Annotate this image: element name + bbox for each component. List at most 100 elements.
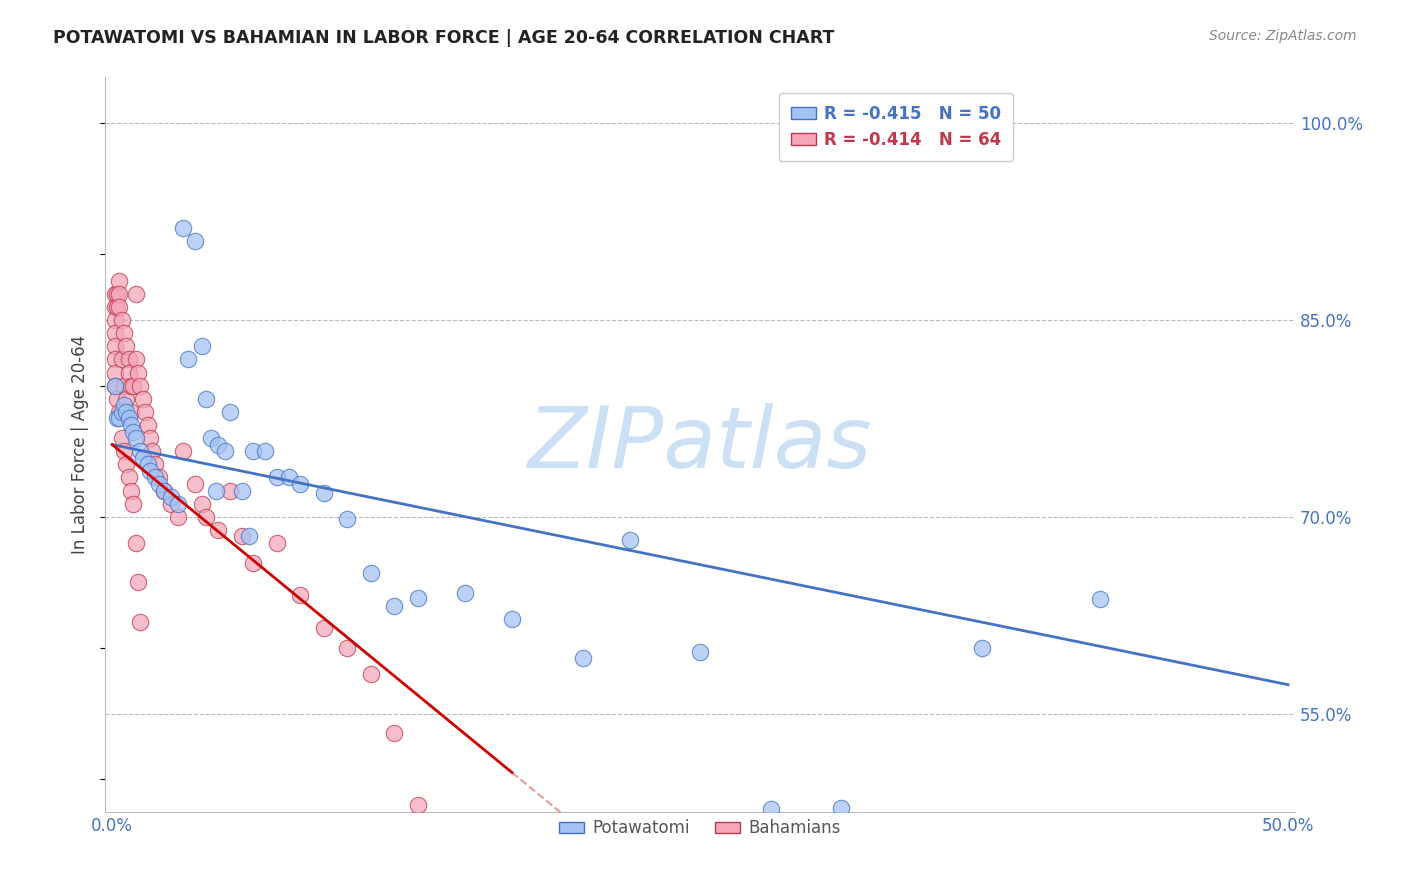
Point bbox=[132, 450, 155, 465]
Point bbox=[120, 405, 142, 419]
Point bbox=[125, 431, 148, 445]
Text: Source: ZipAtlas.com: Source: ZipAtlas.com bbox=[1209, 29, 1357, 43]
Point bbox=[290, 589, 312, 603]
Point bbox=[501, 612, 523, 626]
Point bbox=[190, 497, 212, 511]
Point bbox=[111, 313, 134, 327]
Point bbox=[115, 339, 138, 353]
Point bbox=[104, 352, 127, 367]
Point bbox=[1088, 592, 1111, 607]
Point bbox=[254, 444, 277, 458]
Point bbox=[105, 411, 128, 425]
Point bbox=[127, 366, 149, 380]
Point bbox=[266, 536, 288, 550]
Point bbox=[148, 477, 170, 491]
Point bbox=[454, 586, 477, 600]
Point bbox=[195, 509, 218, 524]
Point bbox=[183, 235, 205, 249]
Point bbox=[218, 483, 240, 498]
Point bbox=[190, 339, 212, 353]
Point bbox=[336, 512, 359, 526]
Point bbox=[972, 640, 994, 655]
Point bbox=[231, 483, 253, 498]
Point bbox=[195, 392, 218, 406]
Point bbox=[104, 326, 127, 341]
Point bbox=[105, 286, 128, 301]
Point bbox=[406, 798, 429, 813]
Y-axis label: In Labor Force | Age 20-64: In Labor Force | Age 20-64 bbox=[72, 335, 89, 554]
Point bbox=[153, 483, 176, 498]
Point bbox=[122, 497, 145, 511]
Point bbox=[277, 470, 299, 484]
Point bbox=[336, 640, 359, 655]
Point bbox=[172, 444, 194, 458]
Point bbox=[104, 286, 127, 301]
Point bbox=[112, 378, 135, 392]
Point bbox=[204, 483, 226, 498]
Text: ZIPatlas: ZIPatlas bbox=[529, 403, 872, 486]
Point bbox=[207, 523, 229, 537]
Point bbox=[238, 529, 260, 543]
Point bbox=[207, 437, 229, 451]
Point bbox=[176, 352, 198, 367]
Point bbox=[125, 286, 148, 301]
Point bbox=[127, 575, 149, 590]
Point bbox=[108, 411, 131, 425]
Point bbox=[132, 392, 155, 406]
Point bbox=[118, 470, 141, 484]
Point bbox=[148, 470, 170, 484]
Point bbox=[136, 417, 159, 432]
Point bbox=[104, 339, 127, 353]
Point bbox=[105, 392, 128, 406]
Point bbox=[153, 483, 176, 498]
Point bbox=[160, 497, 183, 511]
Point bbox=[172, 221, 194, 235]
Point bbox=[571, 651, 593, 665]
Point bbox=[125, 536, 148, 550]
Point bbox=[104, 366, 127, 380]
Point bbox=[115, 405, 138, 419]
Point bbox=[139, 431, 162, 445]
Point bbox=[136, 458, 159, 472]
Point bbox=[108, 274, 131, 288]
Point bbox=[360, 566, 382, 581]
Point bbox=[619, 533, 641, 548]
Point bbox=[120, 483, 142, 498]
Point bbox=[108, 405, 131, 419]
Point bbox=[160, 490, 183, 504]
Point bbox=[108, 300, 131, 314]
Point bbox=[108, 286, 131, 301]
Point bbox=[266, 470, 288, 484]
Point bbox=[112, 326, 135, 341]
Point bbox=[122, 378, 145, 392]
Point bbox=[200, 431, 222, 445]
Point bbox=[290, 477, 312, 491]
Point bbox=[406, 591, 429, 606]
Point bbox=[129, 444, 152, 458]
Point bbox=[105, 300, 128, 314]
Point bbox=[122, 425, 145, 439]
Point bbox=[214, 444, 236, 458]
Point bbox=[112, 398, 135, 412]
Text: POTAWATOMI VS BAHAMIAN IN LABOR FORCE | AGE 20-64 CORRELATION CHART: POTAWATOMI VS BAHAMIAN IN LABOR FORCE | … bbox=[53, 29, 835, 46]
Point bbox=[218, 405, 240, 419]
Legend: Potawatomi, Bahamians: Potawatomi, Bahamians bbox=[553, 813, 848, 844]
Point bbox=[104, 378, 127, 392]
Point bbox=[118, 366, 141, 380]
Point bbox=[118, 352, 141, 367]
Point bbox=[312, 486, 335, 500]
Point bbox=[759, 802, 782, 816]
Point bbox=[830, 801, 852, 815]
Point bbox=[115, 392, 138, 406]
Point bbox=[360, 667, 382, 681]
Point bbox=[120, 417, 142, 432]
Point bbox=[143, 470, 166, 484]
Point bbox=[111, 405, 134, 419]
Point bbox=[111, 431, 134, 445]
Point bbox=[104, 378, 127, 392]
Point bbox=[384, 599, 406, 613]
Point bbox=[689, 645, 711, 659]
Point bbox=[141, 444, 163, 458]
Point bbox=[167, 497, 190, 511]
Point bbox=[104, 313, 127, 327]
